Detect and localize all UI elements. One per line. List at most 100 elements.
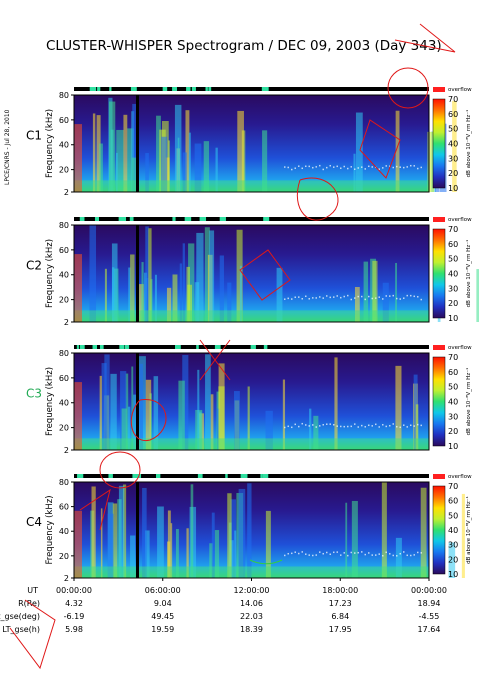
status-mark [129, 217, 134, 221]
status-mark [99, 345, 104, 349]
burst-streak [197, 369, 200, 450]
y-tick-label: 40 [59, 271, 69, 280]
plasma-line-dot [287, 552, 289, 555]
plasma-line-dot [396, 297, 398, 300]
plasma-line-dot [413, 554, 415, 556]
burst-streak [125, 373, 129, 450]
status-mark [119, 345, 125, 349]
colorbar-overflow-label: overflow [448, 345, 472, 351]
plasma-line-dot [301, 167, 303, 170]
burst-streak [167, 510, 171, 578]
colorbar-tick-label: 20 [448, 555, 458, 564]
plasma-line-dot [364, 168, 366, 170]
plasma-line-dot [371, 554, 373, 556]
burst-streak [145, 153, 149, 192]
burst-streak [131, 157, 139, 192]
x-tick-label: 00:00:00 [411, 586, 447, 595]
colorbar-tick-label: 50 [448, 255, 458, 264]
low-frequency-band [74, 180, 429, 192]
y-axis-label: Frequency (kHz) [45, 239, 55, 308]
plasma-line-dot [333, 424, 335, 426]
plasma-line-dot [389, 295, 391, 297]
ephemeris-value: -6.19 [64, 612, 85, 621]
plasma-line-dot [301, 551, 303, 553]
plasma-line-dot [417, 551, 419, 554]
plasma-line-dot [354, 552, 356, 554]
plasma-line-dot [284, 426, 286, 429]
burst-streak [461, 493, 465, 578]
plasma-line-dot [315, 297, 317, 299]
plasma-line-dot [389, 424, 391, 427]
plasma-line-dot [385, 551, 387, 554]
plasma-line-dot [361, 166, 363, 168]
burst-streak [145, 226, 149, 322]
burst-streak [204, 227, 210, 322]
plasma-line-dot [375, 554, 377, 556]
plasma-line-dot [329, 296, 331, 299]
status-mark [191, 87, 196, 91]
y-tick-label: 40 [59, 399, 69, 408]
burst-streak [118, 485, 125, 578]
plasma-line-dot [361, 551, 363, 553]
plasma-line-dot [357, 551, 359, 554]
status-mark [196, 345, 199, 349]
ephemeris-label: Lat_gse(deg) [0, 612, 40, 621]
burst-streak [139, 363, 143, 450]
plasma-line-dot [371, 166, 373, 168]
status-mark [130, 87, 137, 91]
y-tick-label: 2 [64, 318, 69, 327]
burst-streak [395, 365, 402, 450]
plasma-line-dot [336, 295, 338, 297]
plasma-line-dot [340, 425, 342, 428]
burst-streak [353, 153, 356, 192]
burst-streak [123, 484, 127, 578]
plasma-line-dot [347, 425, 349, 428]
burst-streak [415, 404, 419, 450]
colorbar-tick-label: 30 [448, 284, 458, 293]
plasma-line-dot [319, 551, 321, 553]
status-mark [132, 474, 140, 478]
status-mark [208, 87, 212, 91]
plasma-line-dot [417, 423, 419, 426]
burst-streak [309, 408, 312, 450]
burst-streak [100, 508, 103, 578]
burst-streak [355, 112, 363, 192]
plasma-line-dot [406, 426, 408, 428]
burst-streak [188, 243, 195, 322]
plasma-line-dot [294, 423, 296, 426]
data-gap [136, 225, 139, 322]
colorbar-overflow-label: overflow [448, 87, 472, 93]
plasma-line-dot [326, 551, 328, 554]
burst-streak [395, 537, 402, 578]
plasma-line-dot [294, 296, 296, 298]
plasma-line-dot [361, 295, 363, 298]
status-mark [173, 87, 177, 91]
burst-streak [109, 101, 116, 192]
burst-streak [234, 391, 240, 450]
status-mark [155, 474, 161, 478]
ephemeris-value: 17.23 [329, 599, 352, 608]
burst-streak [156, 115, 161, 192]
burst-streak [227, 282, 232, 322]
colorbar-label: dB above 10⁻⁸V_rm Hz⁻¹ [465, 496, 472, 564]
y-tick-label: 60 [59, 246, 69, 255]
plasma-line-dot [410, 554, 412, 557]
panel-label: C4 [26, 515, 42, 529]
plasma-line-dot [305, 424, 307, 426]
ephemeris-value: 18.39 [240, 625, 263, 634]
plasma-line-dot [403, 166, 405, 169]
plasma-line-dot [284, 554, 286, 557]
burst-streak [262, 130, 268, 192]
plasma-line-dot [378, 553, 380, 555]
low-frequency-band [74, 310, 429, 322]
colorbar-label: dB above 10⁻⁸V_rm Hz⁻¹ [465, 368, 472, 436]
colorbar [432, 228, 446, 319]
burst-streak [148, 228, 152, 322]
plasma-line-dot [368, 165, 370, 168]
colorbar-tick-label: 50 [448, 511, 458, 520]
colorbar-overflow-label: overflow [448, 217, 472, 223]
burst-streak [161, 136, 168, 192]
colorbar [432, 485, 446, 575]
status-mark [260, 474, 263, 478]
